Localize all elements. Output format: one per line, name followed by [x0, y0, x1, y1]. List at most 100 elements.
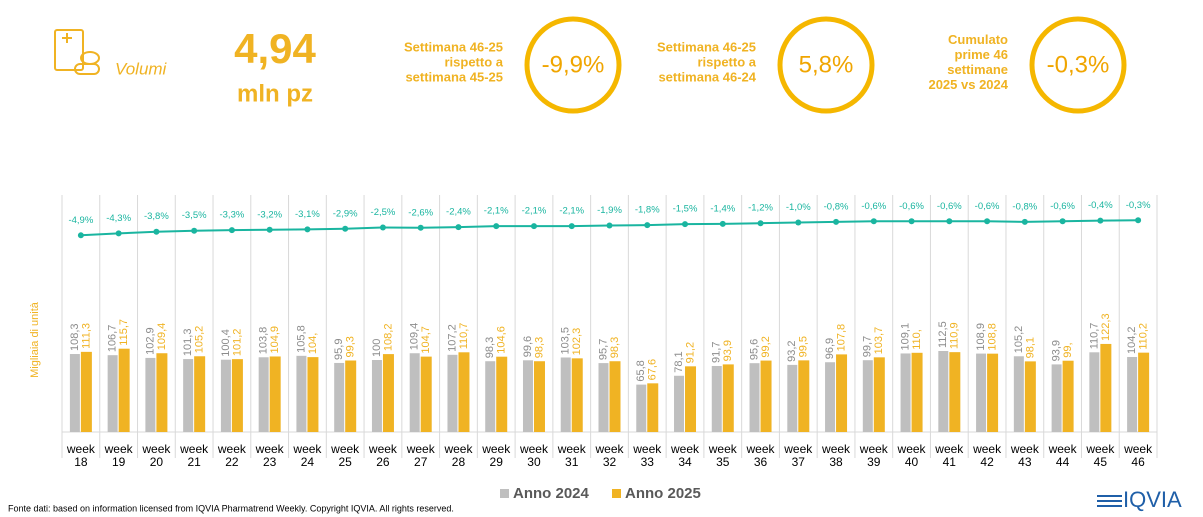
x-tick-label: week 44 [1048, 442, 1077, 469]
value-label: 103,5 [560, 327, 572, 355]
y-axis-label: Migliaia di unità [29, 301, 41, 378]
line-point [795, 219, 802, 226]
value-label: 101,2 [231, 329, 243, 357]
value-label: -4,9% [68, 215, 93, 226]
line-point [1021, 218, 1028, 225]
bar [571, 358, 583, 432]
x-tick-label: week 19 [104, 442, 133, 469]
kpi-value: 5,8% [799, 51, 854, 78]
x-tick-label: week 43 [1010, 442, 1039, 469]
line-point [455, 224, 462, 231]
value-label: -3,1% [295, 209, 320, 220]
bar [307, 357, 319, 432]
value-label: -2,9% [333, 208, 358, 219]
line-point [530, 223, 537, 230]
bar [107, 355, 118, 432]
line-point [870, 218, 877, 225]
line-point [115, 230, 122, 237]
line-point [228, 227, 235, 234]
value-label: 99,3 [345, 336, 357, 357]
legend-label: Anno 2025 [625, 485, 701, 502]
value-label: -3,8% [144, 211, 169, 222]
value-label: 108,9 [975, 323, 987, 351]
value-label: 100 [371, 339, 383, 357]
x-tick-label: week 38 [822, 442, 851, 469]
line-point [682, 221, 689, 228]
value-label: 107,8 [835, 324, 847, 352]
x-tick-label: week 45 [1086, 442, 1115, 469]
value-label: 105,8 [295, 325, 307, 353]
value-label: -2,1% [559, 206, 584, 217]
line-point [568, 223, 575, 230]
line-point [1135, 217, 1142, 224]
value-label: -2,1% [484, 206, 509, 217]
brand: IQVIA [1123, 487, 1182, 512]
bar [522, 360, 533, 432]
kpi-label: Settimana 46-25 [404, 39, 503, 54]
value-label: 78,1 [673, 351, 685, 372]
value-label: -2,4% [446, 207, 471, 218]
value-label: 115,7 [118, 319, 130, 346]
legend-swatch [612, 489, 621, 498]
section-label: Volumi [115, 59, 168, 78]
line-point [77, 232, 84, 239]
x-tick-label: week 28 [444, 442, 473, 469]
bar [825, 362, 836, 432]
x-tick-label: week 22 [217, 442, 246, 469]
value-label: 103,7 [873, 327, 885, 355]
bar [382, 354, 394, 432]
bar [296, 355, 307, 432]
value-label: 107,2 [446, 324, 458, 352]
bar [949, 352, 961, 432]
x-tick-label: week 18 [66, 442, 95, 469]
line-point [984, 218, 991, 225]
bar [1138, 352, 1150, 432]
x-tick-label: week 46 [1124, 442, 1153, 469]
bar [636, 384, 647, 432]
bar [1127, 356, 1138, 432]
x-tick-label: week 36 [746, 442, 775, 469]
bar [1100, 343, 1112, 432]
bar [685, 366, 697, 432]
kpi-label: 2025 vs 2024 [928, 77, 1008, 92]
x-tick-label: week 27 [406, 442, 435, 469]
x-tick-label: week 29 [482, 442, 511, 469]
bar [80, 351, 92, 432]
x-tick-label: week 21 [180, 442, 209, 469]
bar [987, 353, 999, 432]
bar [1051, 364, 1062, 432]
value-label: -2,5% [371, 207, 396, 218]
value-label: 99,2 [760, 336, 772, 357]
x-tick-label: week 24 [293, 442, 322, 469]
value-label: 101,3 [182, 329, 194, 357]
value-label: 110,2 [1138, 323, 1150, 350]
line-point [1059, 218, 1066, 225]
x-tick-label: week 31 [557, 442, 586, 469]
value-label: -0,8% [1012, 201, 1037, 212]
line-point [946, 218, 953, 225]
kpi-label: Settimana 46-25 [657, 39, 756, 54]
value-label: -1,5% [673, 204, 698, 215]
kpi-value: -0,3% [1047, 51, 1110, 78]
line-point [644, 222, 651, 229]
kpi-circle [1029, 16, 1127, 114]
value-label: 95,7 [597, 339, 609, 360]
value-label: -0,3% [1126, 200, 1151, 211]
bar [156, 353, 168, 432]
kpi-label: Cumulato [948, 32, 1008, 47]
bar [420, 356, 432, 432]
bar [458, 352, 470, 432]
value-label: 110,9 [949, 322, 961, 349]
value-label: 98,3 [484, 337, 496, 358]
bar [69, 354, 80, 432]
value-label: -1,9% [597, 205, 622, 216]
bar [258, 357, 269, 432]
bar [183, 359, 194, 432]
bar [269, 356, 281, 432]
bar [609, 361, 621, 432]
x-tick-label: week 35 [708, 442, 737, 469]
value-label: 99, [1062, 342, 1074, 357]
kpi-label: settimana 46-24 [658, 69, 756, 84]
value-label: 98,3 [609, 337, 621, 358]
